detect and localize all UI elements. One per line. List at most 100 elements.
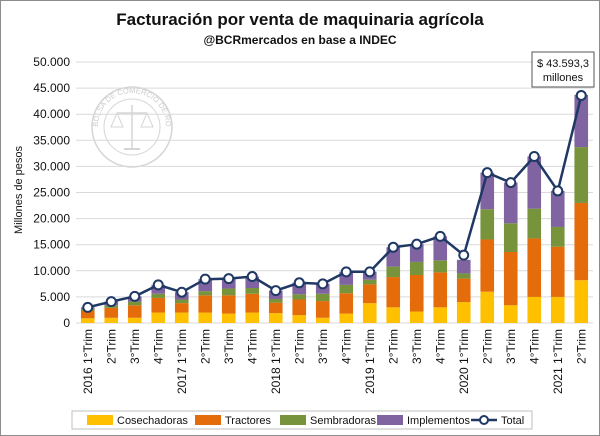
bar-tractores bbox=[433, 272, 448, 308]
x-tick-label: 2019 1°Trim bbox=[363, 329, 377, 394]
bar-cosechadoras bbox=[127, 317, 142, 323]
x-tick-label: 2°Trim bbox=[574, 329, 588, 364]
bar-tractores bbox=[409, 274, 424, 312]
total-point bbox=[223, 273, 235, 285]
total-point bbox=[364, 266, 376, 278]
y-tick-label: 45.000 bbox=[33, 81, 70, 95]
legend-label-sembradoras: Sembradoras bbox=[310, 415, 377, 427]
bar-cosechadoras bbox=[409, 311, 424, 323]
x-tick-label: 4°Trim bbox=[151, 329, 165, 364]
total-point bbox=[105, 296, 117, 308]
bar-tractores bbox=[245, 293, 260, 313]
legend-swatch-sembradoras bbox=[280, 415, 306, 425]
bar-cosechadoras bbox=[221, 313, 236, 323]
x-tick-label: 2°Trim bbox=[198, 329, 212, 364]
bar-sembradoras bbox=[151, 293, 166, 298]
bar-sembradoras bbox=[433, 260, 448, 273]
bar-tractores bbox=[386, 277, 401, 308]
bar-tractores bbox=[127, 305, 142, 318]
total-point bbox=[481, 167, 493, 179]
bar-tractores bbox=[456, 278, 471, 303]
bar-tractores bbox=[362, 284, 377, 304]
legend-item-tractores: Tractores bbox=[195, 415, 272, 427]
y-tick-label: 20.000 bbox=[33, 212, 70, 226]
total-point bbox=[528, 150, 540, 162]
x-tick-label: 3°Trim bbox=[128, 329, 142, 364]
bar-sembradoras bbox=[527, 208, 542, 239]
total-point bbox=[411, 238, 423, 250]
bar-tractores bbox=[527, 238, 542, 297]
bar-sembradoras bbox=[292, 294, 307, 300]
bar-implementos bbox=[574, 94, 589, 148]
total-line bbox=[87, 95, 583, 309]
legend-item-cosechadoras: Cosechadoras bbox=[87, 415, 188, 427]
bar-sembradoras bbox=[503, 223, 518, 253]
bar-cosechadoras bbox=[574, 280, 589, 323]
bar-sembradoras bbox=[480, 209, 495, 240]
total-point bbox=[293, 277, 305, 289]
bar-sembradoras bbox=[362, 279, 377, 285]
total-point bbox=[129, 290, 141, 302]
bar-sembradoras bbox=[198, 291, 213, 296]
bar-cosechadoras bbox=[104, 317, 119, 323]
bar-tractores bbox=[574, 202, 589, 281]
total-point bbox=[199, 273, 211, 285]
bar-sembradoras bbox=[409, 261, 424, 275]
legend-item-implementos: Implementos bbox=[377, 415, 470, 427]
total-point bbox=[340, 266, 352, 278]
total-point bbox=[176, 286, 188, 298]
bar-cosechadoras bbox=[315, 317, 330, 323]
bar-tractores bbox=[174, 303, 189, 313]
legend-label-total: Total bbox=[501, 415, 524, 427]
bar-tractores bbox=[198, 295, 213, 313]
bar-tractores bbox=[151, 297, 166, 313]
bar-sembradoras bbox=[456, 273, 471, 279]
y-tick-label: 35.000 bbox=[33, 133, 70, 147]
bar-cosechadoras bbox=[292, 315, 307, 323]
legend-label-implementos: Implementos bbox=[407, 415, 470, 427]
x-tick-label: 2018 1°Trim bbox=[269, 329, 283, 394]
bar-cosechadoras bbox=[80, 318, 95, 323]
total-point bbox=[575, 89, 587, 101]
x-tick-labels: 2016 1°Trim 2°Trim 3°Trim 4°Trim 2017 1°Trim… bbox=[81, 329, 589, 394]
y-tick-labels: 0 5.000 10.000 15.000 20.000 25.000 30.000 35.0… bbox=[33, 55, 70, 330]
total-point bbox=[505, 177, 517, 189]
bar-sembradoras bbox=[315, 293, 330, 302]
total-point bbox=[152, 279, 164, 291]
chart-subtitle: @BCRmercados en base a INDEC bbox=[203, 33, 396, 47]
x-tick-label: 4°Trim bbox=[433, 329, 447, 364]
bar-sembradoras bbox=[245, 288, 260, 294]
total-point bbox=[387, 241, 399, 253]
x-tick-label: 2°Trim bbox=[104, 329, 118, 364]
bar-sembradoras bbox=[268, 298, 283, 303]
bar-cosechadoras bbox=[198, 312, 213, 323]
bar-tractores bbox=[339, 293, 354, 314]
bar-tractores bbox=[503, 252, 518, 306]
bar-cosechadoras bbox=[456, 302, 471, 323]
y-tick-label: 25.000 bbox=[33, 186, 70, 200]
bar-implementos bbox=[503, 182, 518, 224]
legend-label-tractores: Tractores bbox=[225, 415, 272, 427]
x-tick-label: 2021 1°Trim bbox=[551, 329, 565, 394]
y-axis-label: Millones de pesos bbox=[13, 145, 25, 234]
x-tick-label: 2016 1°Trim bbox=[81, 329, 95, 394]
y-tick-label: 5.000 bbox=[40, 290, 70, 304]
y-tick-label: 15.000 bbox=[33, 238, 70, 252]
bar-cosechadoras bbox=[386, 307, 401, 323]
bar-cosechadoras bbox=[174, 312, 189, 323]
x-tick-label: 3°Trim bbox=[316, 329, 330, 364]
x-tick-label: 3°Trim bbox=[504, 329, 518, 364]
bar-tractores bbox=[480, 239, 495, 292]
bar-cosechadoras bbox=[503, 305, 518, 323]
x-tick-label: 3°Trim bbox=[410, 329, 424, 364]
bar-tractores bbox=[80, 310, 95, 319]
x-tick-label: 4°Trim bbox=[339, 329, 353, 364]
chart-title: Facturación por venta de maquinaria agrí… bbox=[116, 10, 484, 29]
x-tick-label: 2°Trim bbox=[386, 329, 400, 364]
total-point bbox=[270, 285, 282, 297]
bar-implementos bbox=[409, 244, 424, 262]
legend-marker-total bbox=[479, 415, 489, 425]
bar-cosechadoras bbox=[151, 312, 166, 323]
